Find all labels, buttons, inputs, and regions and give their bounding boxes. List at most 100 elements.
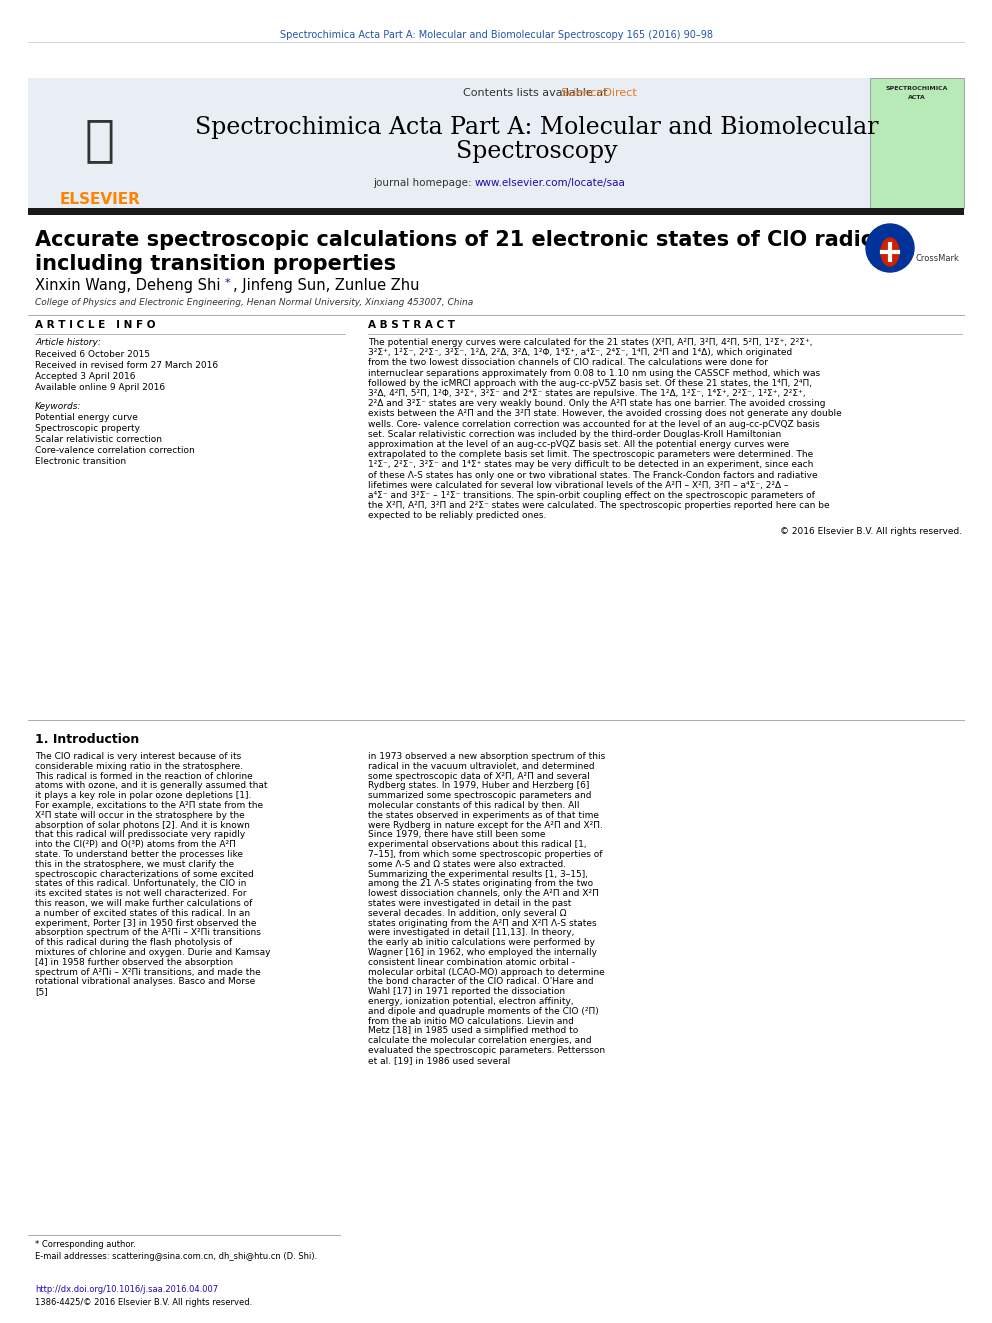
Text: it plays a key role in polar ozone depletions [1].: it plays a key role in polar ozone deple… [35, 791, 251, 800]
Text: from the two lowest dissociation channels of ClO radical. The calculations were : from the two lowest dissociation channel… [368, 359, 768, 368]
Text: this reason, we will make further calculations of: this reason, we will make further calcul… [35, 900, 252, 908]
Text: including transition properties: including transition properties [35, 254, 396, 274]
Text: 2²Δ and 3²Σ⁻ states are very weakly bound. Only the A²Π state has one barrier. T: 2²Δ and 3²Σ⁻ states are very weakly boun… [368, 400, 825, 409]
Text: Received in revised form 27 March 2016: Received in revised form 27 March 2016 [35, 361, 218, 370]
Text: absorption spectrum of the A²Πi – X²Πi transitions: absorption spectrum of the A²Πi – X²Πi t… [35, 929, 261, 938]
Text: *: * [225, 278, 230, 288]
Text: ScienceDirect: ScienceDirect [560, 89, 638, 98]
Text: http://dx.doi.org/10.1016/j.saa.2016.04.007: http://dx.doi.org/10.1016/j.saa.2016.04.… [35, 1285, 218, 1294]
Text: 1386-4425/© 2016 Elsevier B.V. All rights reserved.: 1386-4425/© 2016 Elsevier B.V. All right… [35, 1298, 252, 1307]
Text: [4] in 1958 further observed the absorption: [4] in 1958 further observed the absorpt… [35, 958, 233, 967]
Text: 3²Σ⁺, 1²Σ⁻, 2²Σ⁻, 3²Σ⁻, 1²Δ, 2²Δ, 3²Δ, 1²Φ, 1⁴Σ⁺, a⁴Σ⁻, 2⁴Σ⁻, 1⁴Π, 2⁴Π and 1⁴Δ),: 3²Σ⁺, 1²Σ⁻, 2²Σ⁻, 3²Σ⁻, 1²Δ, 2²Δ, 3²Δ, 1… [368, 348, 793, 357]
Ellipse shape [881, 238, 899, 266]
Text: X²Π state will occur in the stratosphere by the: X²Π state will occur in the stratosphere… [35, 811, 245, 820]
Text: 🌲: 🌲 [85, 116, 115, 164]
Text: a⁴Σ⁻ and 3²Σ⁻ – 1²Σ⁻ transitions. The spin-orbit coupling effect on the spectros: a⁴Σ⁻ and 3²Σ⁻ – 1²Σ⁻ transitions. The sp… [368, 491, 814, 500]
Text: ELSEVIER: ELSEVIER [60, 192, 141, 206]
Text: Spectroscopic property: Spectroscopic property [35, 423, 140, 433]
Text: followed by the icMRCI approach with the aug-cc-pV5Z basis set. Of these 21 stat: followed by the icMRCI approach with the… [368, 378, 812, 388]
Text: journal homepage:: journal homepage: [373, 179, 475, 188]
Text: Summarizing the experimental results [1, 3–15],: Summarizing the experimental results [1,… [368, 869, 588, 878]
Text: spectroscopic characterizations of some excited: spectroscopic characterizations of some … [35, 869, 254, 878]
Text: atoms with ozone, and it is generally assumed that: atoms with ozone, and it is generally as… [35, 782, 268, 790]
Text: some spectroscopic data of X²Π, A²Π and several: some spectroscopic data of X²Π, A²Π and … [368, 771, 590, 781]
Text: absorption of solar photons [2]. And it is known: absorption of solar photons [2]. And it … [35, 820, 250, 830]
Text: © 2016 Elsevier B.V. All rights reserved.: © 2016 Elsevier B.V. All rights reserved… [780, 527, 962, 536]
Text: Spectrochimica Acta Part A: Molecular and Biomolecular Spectroscopy 165 (2016) 9: Spectrochimica Acta Part A: Molecular an… [280, 30, 712, 40]
Text: The potential energy curves were calculated for the 21 states (X²Π, A²Π, 3²Π, 4²: The potential energy curves were calcula… [368, 337, 812, 347]
Text: were Rydberg in nature except for the A²Π and X²Π.: were Rydberg in nature except for the A²… [368, 820, 603, 830]
Text: et al. [19] in 1986 used several: et al. [19] in 1986 used several [368, 1056, 510, 1065]
Text: Since 1979, there have still been some: Since 1979, there have still been some [368, 831, 546, 839]
Text: Metz [18] in 1985 used a simplified method to: Metz [18] in 1985 used a simplified meth… [368, 1027, 578, 1036]
Text: rotational vibrational analyses. Basco and Morse: rotational vibrational analyses. Basco a… [35, 978, 255, 987]
Text: Keywords:: Keywords: [35, 402, 81, 411]
Text: Electronic transition: Electronic transition [35, 456, 126, 466]
Text: Rydberg states. In 1979, Huber and Herzberg [6]: Rydberg states. In 1979, Huber and Herzb… [368, 782, 589, 790]
Text: Spectroscopy: Spectroscopy [456, 140, 618, 163]
Text: molecular constants of this radical by then. All: molecular constants of this radical by t… [368, 800, 579, 810]
Text: its excited states is not well characterized. For: its excited states is not well character… [35, 889, 246, 898]
Text: [5]: [5] [35, 987, 48, 996]
Text: lifetimes were calculated for several low vibrational levels of the A²Π – X²Π, 3: lifetimes were calculated for several lo… [368, 480, 789, 490]
Bar [28, 78, 964, 208]
Text: molecular orbital (LCAO-MO) approach to determine: molecular orbital (LCAO-MO) approach to … [368, 967, 605, 976]
Text: wells. Core- valence correlation correction was accounted for at the level of an: wells. Core- valence correlation correct… [368, 419, 819, 429]
Text: This radical is formed in the reaction of chlorine: This radical is formed in the reaction o… [35, 771, 253, 781]
Text: radical in the vacuum ultraviolet, and determined: radical in the vacuum ultraviolet, and d… [368, 762, 594, 771]
Text: * Corresponding author.: * Corresponding author. [35, 1240, 136, 1249]
Text: of these Λ-S states has only one or two vibrational states. The Franck-Condon fa: of these Λ-S states has only one or two … [368, 471, 817, 480]
Text: Core-valence correlation correction: Core-valence correlation correction [35, 446, 194, 455]
Circle shape [866, 224, 914, 273]
Bar [28, 78, 176, 208]
Text: The ClO radical is very interest because of its: The ClO radical is very interest because… [35, 751, 241, 761]
Text: states of this radical. Unfortunately, the ClO in: states of this radical. Unfortunately, t… [35, 880, 246, 889]
Text: Wagner [16] in 1962, who employed the internally: Wagner [16] in 1962, who employed the in… [368, 949, 597, 957]
Text: expected to be reliably predicted ones.: expected to be reliably predicted ones. [368, 512, 547, 520]
Bar [28, 208, 964, 216]
Text: , Jinfeng Sun, Zunlue Zhu: , Jinfeng Sun, Zunlue Zhu [233, 278, 420, 292]
Text: For example, excitations to the A²Π state from the: For example, excitations to the A²Π stat… [35, 800, 263, 810]
Text: energy, ionization potential, electron affinity,: energy, ionization potential, electron a… [368, 998, 573, 1005]
Text: A B S T R A C T: A B S T R A C T [368, 320, 455, 329]
Text: set. Scalar relativistic correction was included by the third-order Douglas-Krol: set. Scalar relativistic correction was … [368, 430, 782, 439]
Text: lowest dissociation channels, only the A²Π and X²Π: lowest dissociation channels, only the A… [368, 889, 599, 898]
Text: ACTA: ACTA [908, 95, 926, 101]
Text: consistent linear combination atomic orbital -: consistent linear combination atomic orb… [368, 958, 575, 967]
Text: SPECTROCHIMICA: SPECTROCHIMICA [886, 86, 948, 91]
Text: College of Physics and Electronic Engineering, Henan Normal University, Xinxiang: College of Physics and Electronic Engine… [35, 298, 473, 307]
Text: www.elsevier.com/locate/saa: www.elsevier.com/locate/saa [475, 179, 626, 188]
Text: 1. Introduction: 1. Introduction [35, 733, 139, 746]
Text: A R T I C L E   I N F O: A R T I C L E I N F O [35, 320, 156, 329]
Text: calculate the molecular correlation energies, and: calculate the molecular correlation ener… [368, 1036, 591, 1045]
Text: state. To understand better the processes like: state. To understand better the processe… [35, 849, 243, 859]
Text: Scalar relativistic correction: Scalar relativistic correction [35, 435, 162, 445]
Text: states were investigated in detail in the past: states were investigated in detail in th… [368, 900, 571, 908]
Text: CrossMark: CrossMark [916, 254, 960, 263]
Text: 7–15], from which some spectroscopic properties of: 7–15], from which some spectroscopic pro… [368, 849, 602, 859]
Text: Article history:: Article history: [35, 337, 101, 347]
Text: into the Cl(²P) and O(³P) atoms from the A²Π: into the Cl(²P) and O(³P) atoms from the… [35, 840, 236, 849]
Text: the states observed in experiments as of that time: the states observed in experiments as of… [368, 811, 599, 820]
Text: of this radical during the flash photolysis of: of this radical during the flash photoly… [35, 938, 232, 947]
Text: were investigated in detail [11,13]. In theory,: were investigated in detail [11,13]. In … [368, 929, 574, 938]
Text: Wahl [17] in 1971 reported the dissociation: Wahl [17] in 1971 reported the dissociat… [368, 987, 565, 996]
Text: spectrum of A²Πi – X²Πi transitions, and made the: spectrum of A²Πi – X²Πi transitions, and… [35, 967, 261, 976]
Text: experimental observations about this radical [1,: experimental observations about this rad… [368, 840, 586, 849]
Text: exists between the A²Π and the 3²Π state. However, the avoided crossing does not: exists between the A²Π and the 3²Π state… [368, 409, 842, 418]
Text: several decades. In addition, only several Ω: several decades. In addition, only sever… [368, 909, 566, 918]
Text: the bond character of the ClO radical. O’Hare and: the bond character of the ClO radical. O… [368, 978, 593, 987]
Text: Xinxin Wang, Deheng Shi: Xinxin Wang, Deheng Shi [35, 278, 225, 292]
Text: considerable mixing ratio in the stratosphere.: considerable mixing ratio in the stratos… [35, 762, 243, 771]
Text: in 1973 observed a new absorption spectrum of this: in 1973 observed a new absorption spectr… [368, 751, 605, 761]
Text: Potential energy curve: Potential energy curve [35, 413, 138, 422]
Text: experiment, Porter [3] in 1950 first observed the: experiment, Porter [3] in 1950 first obs… [35, 918, 257, 927]
Text: 3²Δ, 4²Π, 5²Π, 1²Φ, 3²Σ⁺, 3²Σ⁻ and 2⁴Σ⁻ states are repulsive. The 1²Δ, 1²Σ⁻, 1⁴Σ: 3²Δ, 4²Π, 5²Π, 1²Φ, 3²Σ⁺, 3²Σ⁻ and 2⁴Σ⁻ … [368, 389, 806, 398]
Text: internuclear separations approximately from 0.08 to 1.10 nm using the CASSCF met: internuclear separations approximately f… [368, 369, 820, 377]
Text: from the ab initio MO calculations. Lievin and: from the ab initio MO calculations. Liev… [368, 1016, 574, 1025]
Text: this in the stratosphere, we must clarify the: this in the stratosphere, we must clarif… [35, 860, 234, 869]
Text: 1²Σ⁻, 2²Σ⁻, 3²Σ⁻ and 1⁴Σ⁺ states may be very difficult to be detected in an expe: 1²Σ⁻, 2²Σ⁻, 3²Σ⁻ and 1⁴Σ⁺ states may be … [368, 460, 813, 470]
Text: Contents lists available at: Contents lists available at [463, 89, 611, 98]
Text: Received 6 October 2015: Received 6 October 2015 [35, 351, 150, 359]
Bar [870, 78, 964, 208]
